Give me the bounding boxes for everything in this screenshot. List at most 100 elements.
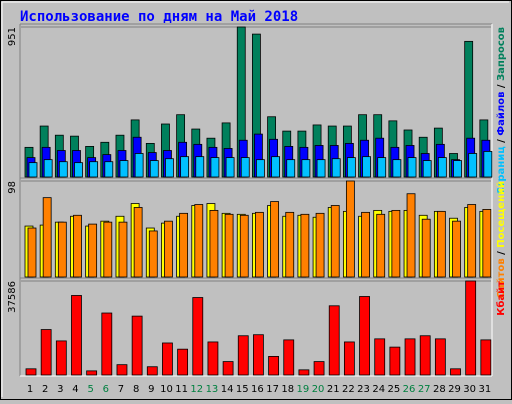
bar: [73, 214, 82, 278]
bar: [58, 161, 68, 178]
bar: [118, 221, 128, 278]
bar: [225, 157, 235, 178]
bar: [480, 339, 492, 376]
chart-title: Использование по дням на Май 2018: [20, 9, 298, 25]
bar: [43, 159, 53, 178]
bar: [465, 280, 477, 376]
legend-entry: Файлов: [496, 92, 507, 136]
bar: [116, 364, 128, 376]
x-tick-label: 24: [372, 384, 385, 395]
bar: [407, 157, 417, 178]
bar: [389, 346, 401, 376]
x-tick-label: 30: [463, 384, 476, 395]
bar: [361, 211, 370, 278]
legend: Страниц / Файлов / Запросов: [496, 27, 507, 195]
x-tick-label: 22: [342, 384, 355, 395]
bar: [346, 157, 356, 178]
bar: [270, 201, 279, 278]
bar: [88, 223, 98, 278]
x-tick-label: 8: [133, 384, 139, 395]
bar: [406, 193, 416, 278]
x-tick-label: 3: [57, 384, 63, 395]
x-tick-label: 6: [103, 384, 109, 395]
bar: [300, 213, 310, 278]
bar: [419, 335, 431, 376]
y-tick-label: 37586: [7, 281, 18, 313]
bar: [268, 356, 279, 376]
x-tick-label: 20: [312, 384, 325, 395]
bar: [283, 339, 295, 376]
bar: [146, 366, 158, 376]
x-tick-label: 26: [403, 384, 416, 395]
bar: [237, 335, 249, 376]
x-tick-label: 18: [281, 384, 294, 395]
bar: [301, 159, 311, 178]
bar: [450, 368, 461, 376]
bar: [71, 295, 82, 376]
legend-entry: Посещений: [496, 181, 507, 248]
bar: [42, 197, 52, 278]
bar: [255, 211, 264, 278]
bar: [180, 156, 190, 178]
x-tick-label: 7: [118, 384, 124, 395]
bar: [328, 305, 340, 376]
bar: [453, 160, 462, 178]
bar: [25, 368, 37, 376]
bar: [256, 159, 265, 178]
bar: [452, 220, 461, 278]
x-tick-label: 23: [357, 384, 370, 395]
x-tick-label: 13: [206, 384, 219, 395]
legend-entry: Сайтов: [496, 258, 507, 298]
bar: [101, 312, 113, 376]
bar: [131, 315, 143, 376]
bar: [162, 342, 173, 376]
bar: [330, 205, 340, 278]
bar: [207, 341, 219, 376]
bar: [165, 158, 174, 178]
legend-entry: Запросов: [496, 27, 507, 81]
bar: [74, 162, 83, 178]
bar: [422, 160, 432, 178]
x-tick-label: 27: [418, 384, 431, 395]
bar: [224, 213, 234, 278]
bar: [239, 214, 249, 278]
bar: [86, 370, 98, 376]
x-tick-label: 12: [190, 384, 203, 395]
legend-entry: Кбайт: [495, 281, 507, 316]
y-tick-label: 951: [7, 27, 18, 46]
bar: [55, 340, 67, 376]
x-tick-label: 10: [160, 384, 173, 395]
bar: [377, 157, 387, 178]
bar: [331, 158, 341, 178]
x-tick-label: 4: [72, 384, 78, 395]
bar: [271, 156, 280, 178]
bar: [298, 369, 310, 376]
bar: [359, 296, 370, 376]
bar: [149, 160, 159, 178]
bar: [195, 156, 205, 178]
legend-separator: /: [496, 136, 507, 147]
bar: [482, 209, 492, 278]
bar: [222, 361, 234, 376]
bar: [391, 209, 401, 278]
bar: [28, 162, 38, 178]
legend-separator: /: [496, 248, 507, 259]
legend: Сайтов / Посещений: [496, 181, 507, 298]
bar: [404, 338, 416, 376]
x-tick-label: 14: [221, 384, 234, 395]
x-tick-label: 17: [266, 384, 279, 395]
bar: [376, 213, 386, 278]
bar: [89, 161, 99, 178]
x-tick-label: 11: [175, 384, 188, 395]
x-tick-label: 21: [327, 384, 340, 395]
bar: [362, 156, 371, 178]
bar: [316, 159, 326, 178]
bar: [345, 180, 355, 278]
bar: [179, 212, 189, 278]
x-tick-label: 19: [297, 384, 310, 395]
legend: Кбайт: [495, 281, 507, 316]
bar: [133, 207, 143, 278]
bar: [374, 338, 386, 376]
bar: [467, 204, 477, 278]
